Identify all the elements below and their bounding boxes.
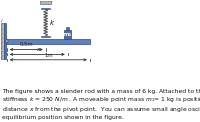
- Bar: [1, 23, 4, 59]
- Bar: [4, 23, 6, 59]
- Text: m₁: m₁: [63, 32, 72, 37]
- Text: The figure shows a slender rod with a mass of 6 kg. Attached to the rod is a spr: The figure shows a slender rod with a ma…: [2, 89, 200, 120]
- Bar: [66, 27, 69, 30]
- Text: 0.5m: 0.5m: [19, 42, 33, 47]
- Circle shape: [6, 40, 8, 43]
- Bar: [64, 30, 71, 39]
- Text: x: x: [36, 47, 39, 52]
- Text: 1m: 1m: [44, 53, 53, 58]
- Text: k: k: [50, 20, 54, 26]
- Bar: [40, 0, 51, 4]
- Bar: [5, 39, 90, 44]
- Bar: [41, 36, 50, 37]
- Bar: [41, 8, 50, 9]
